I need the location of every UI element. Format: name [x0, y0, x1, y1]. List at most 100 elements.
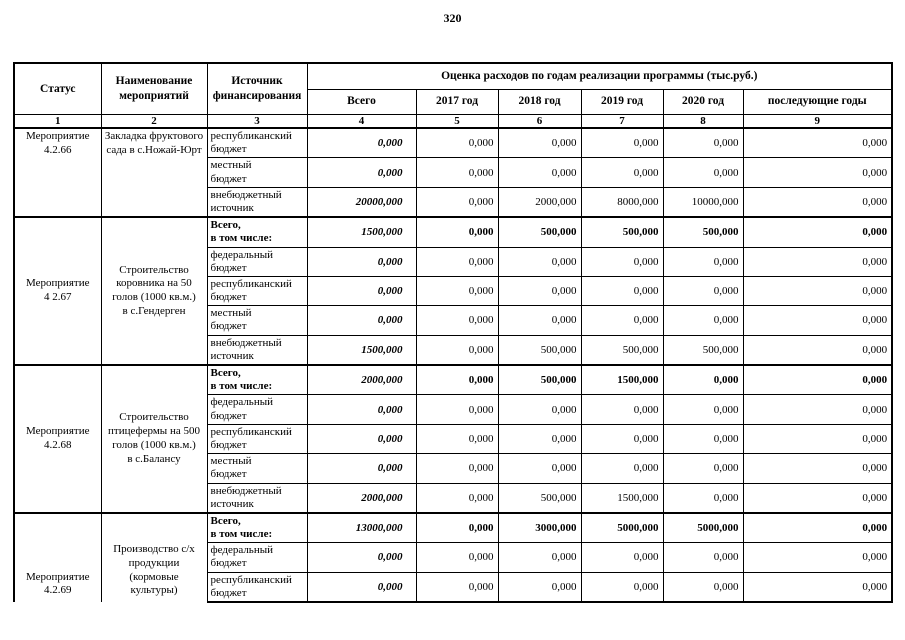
header-year-2018: 2018 год [497, 88, 582, 115]
funding-source-cell: местный бюджет [206, 157, 308, 188]
status-cell: Мероприятие 4.2.66 [13, 126, 102, 218]
value-cell: 0,000 [662, 482, 744, 514]
value-cell: 0,000 [415, 216, 499, 248]
table-row: федеральный бюджет 0,000 0,000 0,000 0,000 0,… [14, 246, 894, 277]
table-header: Статус Наименование мероприятий Источник… [13, 62, 894, 129]
value-cell: 0,000 [306, 127, 417, 159]
value-cell: 0,000 [742, 305, 894, 336]
value-cell: 0,000 [662, 246, 744, 277]
table-row: местный бюджет 0,000 0,000 0,000 0,000 0,000 0… [14, 453, 894, 484]
value-cell: 0,000 [580, 453, 664, 484]
value-cell: 0,000 [497, 571, 582, 603]
value-cell: 0,000 [415, 334, 499, 366]
value-cell: 0,000 [415, 571, 499, 603]
value-cell: 0,000 [662, 453, 744, 484]
header-year-2020: 2020 год [662, 88, 744, 115]
value-cell: 0,000 [415, 186, 499, 218]
budget-table: Статус Наименование мероприятий Источник… [13, 62, 894, 603]
status-cell: Мероприятие 4 2.67 [13, 216, 102, 366]
funding-source-cell: внебюджетный источник [206, 186, 308, 218]
funding-source-cell: федеральный бюджет [206, 542, 308, 573]
value-cell: 3000,000 [497, 511, 582, 544]
value-cell: 0,000 [306, 423, 417, 455]
value-cell: 0,000 [497, 275, 582, 307]
header-subsequent-years: последующие годы [742, 88, 894, 115]
funding-source-cell: федеральный бюджет [206, 246, 308, 277]
value-cell: 500,000 [580, 334, 664, 366]
measure-name-cell: Строительство коровника на 50 голов (100… [100, 216, 208, 366]
value-cell: 0,000 [662, 305, 744, 336]
value-cell: 0,000 [497, 157, 582, 188]
value-cell: 2000,000 [306, 364, 417, 396]
table-row: местный бюджет 0,000 0,000 0,000 0,000 0,000 0… [14, 305, 894, 336]
measure-name-cell: Строительство птицефермы на 500 голов (1… [100, 364, 208, 514]
value-cell: 500,000 [662, 216, 744, 248]
value-cell: 2000,000 [497, 186, 582, 218]
value-cell: 0,000 [497, 246, 582, 277]
table-row: Мероприятие 4.2.68 Строительство птицефер… [13, 364, 894, 514]
measure-name-cell: Закладка фруктового сада в с.Ножай-Юрт [100, 126, 208, 218]
value-cell: 0,000 [415, 453, 499, 484]
value-cell: 0,000 [415, 157, 499, 188]
table-row: федеральный бюджет 0,000 0,000 0,000 0,000 0,… [14, 394, 894, 425]
value-cell: 1500,000 [580, 482, 664, 514]
value-cell: 0,000 [580, 127, 664, 159]
value-cell: 0,000 [662, 275, 744, 307]
value-cell: 5000,000 [662, 511, 744, 544]
value-cell: 13000,000 [306, 511, 417, 544]
value-cell: 0,000 [662, 364, 744, 396]
value-cell: 0,000 [742, 364, 894, 396]
value-cell: 0,000 [662, 127, 744, 159]
table-row: местный бюджет 0,000 0,000 0,000 0,000 0,000 0… [14, 157, 894, 188]
value-cell: 0,000 [662, 157, 744, 188]
value-cell: 0,000 [742, 542, 894, 573]
value-cell: 1500,000 [306, 334, 417, 366]
value-cell: 0,000 [742, 511, 894, 544]
funding-source-cell: внебюджетный источник [206, 482, 308, 514]
page-number: 320 [443, 11, 462, 25]
value-cell: 0,000 [415, 275, 499, 307]
value-cell: 0,000 [580, 542, 664, 573]
value-cell: 1500,000 [580, 364, 664, 396]
measure-name-cell: Производство с/х продукции (кормовые кул… [100, 511, 208, 602]
value-cell: 0,000 [742, 157, 894, 188]
value-cell: 0,000 [742, 334, 894, 366]
value-cell: 0,000 [662, 542, 744, 573]
table-row: Мероприятие 4.2.66 Закладка фруктового са… [13, 126, 894, 218]
column-number: 9 [742, 113, 894, 129]
table-row: Мероприятие 4 2.67 Строительство коровник… [13, 216, 894, 366]
value-cell: 2000,000 [306, 482, 417, 514]
column-numbers-row: 1 2 3 4 5 6 7 8 9 [13, 113, 894, 129]
value-cell: 1500,000 [306, 216, 417, 248]
funding-source-cell: Всего, в том числе: [206, 364, 308, 396]
value-cell: 0,000 [742, 127, 894, 159]
column-number: 2 [100, 113, 208, 129]
funding-source-cell: республиканский бюджет [206, 275, 308, 307]
value-cell: 0,000 [742, 246, 894, 277]
table-row: внебюджетный источник 20000,000 0,000 2000,… [14, 186, 894, 218]
value-cell: 0,000 [415, 511, 499, 544]
value-cell: 0,000 [497, 542, 582, 573]
value-cell: 500,000 [497, 216, 582, 248]
status-cell: Мероприятие 4.2.68 [13, 364, 102, 514]
header-funding-source: Источник финансирования [206, 62, 308, 115]
table-row: Мероприятие 4.2.69 Производство с/х проду… [13, 511, 894, 602]
value-cell: 0,000 [742, 571, 894, 603]
value-cell: 8000,000 [580, 186, 664, 218]
header-cost-estimate: Оценка расходов по годам реализации прог… [306, 62, 894, 90]
value-cell: 0,000 [306, 571, 417, 603]
value-cell: 500,000 [497, 364, 582, 396]
column-number: 8 [662, 113, 744, 129]
funding-source-cell: внебюджетный источник [206, 334, 308, 366]
value-cell: 0,000 [580, 423, 664, 455]
table-row: республиканский бюджет 0,000 0,000 0,000 0,0… [14, 275, 894, 307]
table-row: федеральный бюджет 0,000 0,000 0,000 0,000 0,… [14, 542, 894, 573]
column-number: 4 [306, 113, 417, 129]
funding-source-cell: Всего, в том числе: [206, 511, 308, 544]
value-cell: 0,000 [662, 394, 744, 425]
value-cell: 0,000 [306, 246, 417, 277]
funding-source-cell: Всего, в том числе: [206, 216, 308, 248]
value-cell: 0,000 [580, 157, 664, 188]
value-cell: 500,000 [497, 482, 582, 514]
value-cell: 0,000 [306, 305, 417, 336]
